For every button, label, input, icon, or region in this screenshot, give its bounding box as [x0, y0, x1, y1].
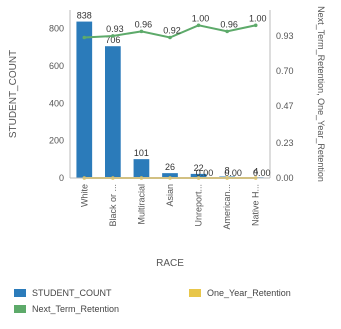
y-tick-label-left: 600	[49, 61, 64, 71]
y-axis-title-right: Next_Term_Retention, One_Year_Retention	[316, 6, 326, 182]
x-axis-title: RACE	[156, 258, 184, 269]
legend-swatch	[14, 289, 26, 297]
y-tick-label-right: 0.23	[276, 138, 294, 148]
x-tick-label: Asian	[165, 184, 175, 207]
x-tick-label: Native H...	[251, 184, 261, 226]
legend-swatch	[14, 305, 26, 313]
series-point	[253, 23, 258, 28]
y-tick-label-left: 0	[59, 173, 64, 183]
line-data-label: 1.00	[249, 13, 267, 23]
bar-data-label: 8	[225, 166, 230, 176]
bar-data-label: 26	[165, 162, 175, 172]
line-data-label: 0.96	[220, 19, 238, 29]
zero-data-label: 0.00	[196, 168, 214, 178]
y-tick-label-right: 0.47	[276, 101, 294, 111]
y-tick-label-right: 0.93	[276, 31, 294, 41]
y-tick-label-left: 400	[49, 98, 64, 108]
bar	[105, 46, 121, 178]
x-tick-label: Black or ...	[108, 184, 118, 227]
legend-item-next-term-retention[interactable]: Next_Term_Retention	[14, 304, 119, 314]
y-axis-right: 0.00 0.23 0.47 0.70 0.93	[269, 10, 294, 183]
legend-item-one-year-retention[interactable]: One_Year_Retention	[189, 288, 291, 298]
x-tick-label: American...	[222, 184, 232, 230]
line-data-label: 0.92	[163, 25, 181, 35]
x-axis: White Black or ... Multiracial Asian Unrepor…	[70, 177, 270, 230]
x-tick-label: Multiracial	[136, 184, 146, 225]
legend-item-student-count[interactable]: STUDENT_COUNT	[14, 288, 112, 298]
bar-data-label: 101	[134, 148, 149, 158]
x-tick-label: Unreport...	[194, 184, 204, 227]
zero-data-label: 0.00	[253, 168, 271, 178]
bar-data-label: 838	[77, 11, 92, 21]
y-tick-label-right: 0.70	[276, 66, 294, 76]
series-point	[196, 23, 201, 28]
series-point	[168, 35, 172, 40]
x-tick-label: White	[79, 184, 89, 207]
series-point	[225, 29, 229, 34]
line-data-label: 0.96	[135, 19, 153, 29]
legend-swatch	[189, 289, 201, 297]
bar	[162, 173, 178, 178]
y-axis-left: 0 200 400 600 800	[49, 10, 71, 183]
y-axis-title-left: STUDENT_COUNT	[8, 50, 19, 138]
series-point	[111, 34, 115, 38]
bar-series: 838 706 101 26 22 8 4	[76, 11, 264, 178]
bar-data-label: 4	[253, 166, 258, 176]
bar-data-label: 706	[105, 35, 120, 45]
y-tick-label-left: 200	[49, 136, 64, 146]
bar	[190, 173, 207, 178]
y-tick-label-left: 800	[49, 24, 64, 34]
bar	[133, 159, 150, 178]
line-data-label: 0.93	[106, 24, 124, 34]
bar-data-label: 22	[194, 163, 204, 173]
y-tick-label-right: 0.00	[276, 173, 294, 183]
legend-label: Next_Term_Retention	[32, 304, 120, 314]
bar	[76, 21, 93, 178]
legend-label: STUDENT_COUNT	[32, 288, 112, 298]
series-point	[82, 35, 87, 40]
zero-data-label: 0.00	[224, 168, 242, 178]
legend-label: One_Year_Retention	[207, 288, 291, 298]
line-data-label: 1.00	[192, 13, 210, 23]
series-point	[139, 29, 144, 34]
